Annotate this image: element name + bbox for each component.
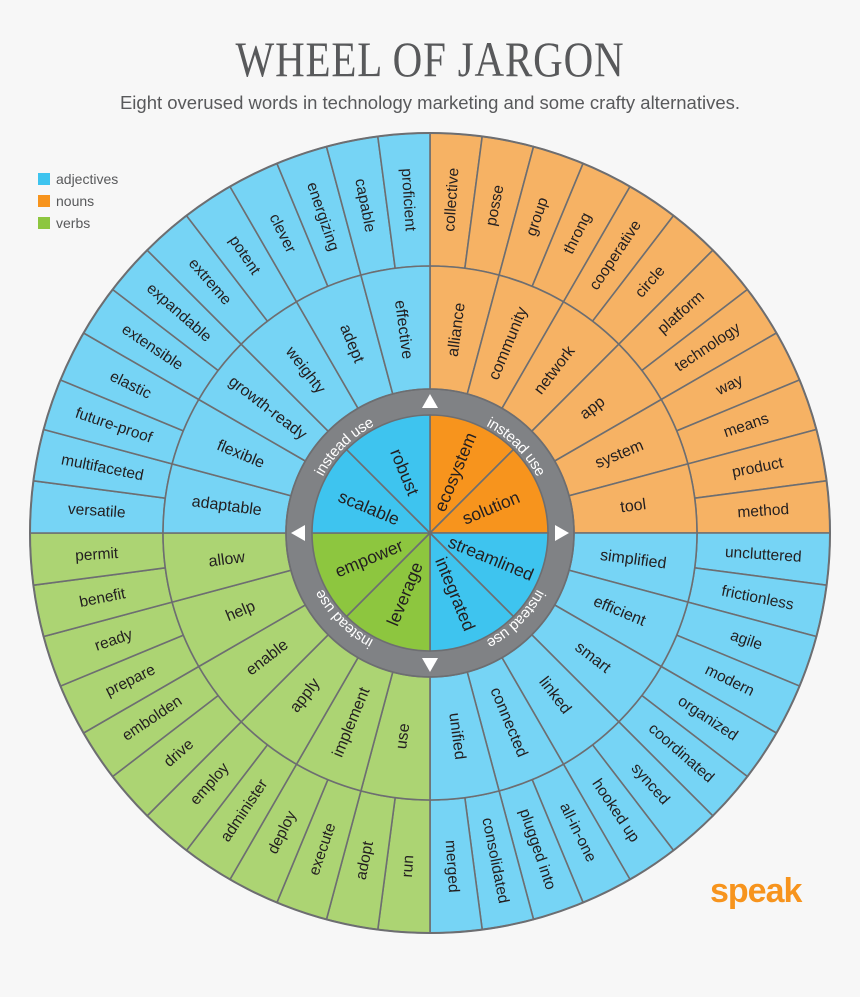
inner-segment-verbs <box>345 531 431 652</box>
page-title: WHEEL OF JARGON <box>235 31 625 87</box>
inner-segment-verbs <box>311 532 432 618</box>
outer-word: uncluttered <box>724 544 802 566</box>
inner-segment-adjectives <box>429 531 515 652</box>
middle-word: allow <box>208 549 247 571</box>
arrow-right-icon <box>555 525 569 541</box>
wheel-outline <box>29 132 831 934</box>
outer-word: run <box>399 855 417 878</box>
arrow-left-icon <box>291 525 305 541</box>
legend-swatch <box>38 195 50 207</box>
legend-item-verbs: verbs <box>38 212 118 234</box>
legend-label: verbs <box>56 215 91 231</box>
outer-word: permit <box>75 545 120 565</box>
legend-label: adjectives <box>56 171 119 187</box>
middle-word: alliance <box>445 302 469 358</box>
middle-word: use <box>393 722 413 750</box>
legend: adjectives nouns verbs <box>38 168 118 234</box>
inner-segment-adjectives <box>345 414 431 535</box>
arrow-up-icon <box>422 394 438 408</box>
inner-segment-nouns <box>429 414 515 535</box>
page-subtitle: Eight overused words in technology marke… <box>119 92 741 113</box>
legend-label: nouns <box>56 193 95 209</box>
outer-word: method <box>737 501 790 521</box>
legend-swatch <box>38 217 50 229</box>
outer-word: collective <box>441 167 462 232</box>
inner-segment-adjectives <box>428 532 549 618</box>
arrow-down-icon <box>422 658 438 672</box>
ring-outline <box>285 388 575 678</box>
inner-segment-adjectives <box>311 448 432 534</box>
outer-word: merged <box>442 840 462 894</box>
middle-word: tool <box>619 496 647 516</box>
inner-segment-nouns <box>428 448 549 534</box>
outer-word: versatile <box>67 501 126 522</box>
speak-logo: speak <box>710 872 802 910</box>
middle-word: unified <box>445 712 468 761</box>
outer-word: proficient <box>398 168 419 233</box>
legend-item-adjectives: adjectives <box>38 168 118 190</box>
legend-swatch <box>38 173 50 185</box>
legend-item-nouns: nouns <box>38 190 118 212</box>
